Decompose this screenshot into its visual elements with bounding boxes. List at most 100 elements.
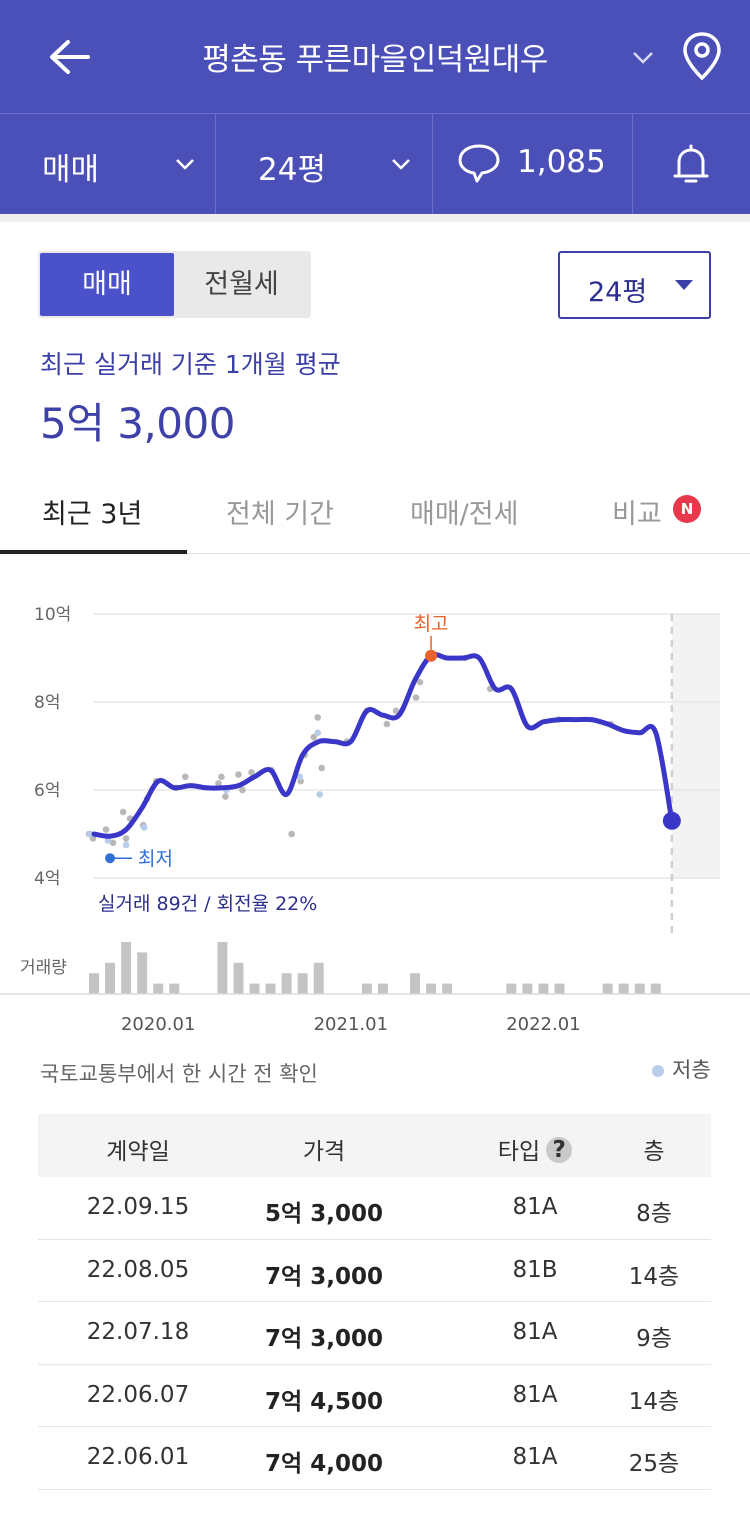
trade-toggle: 매매 전월세 [38,251,311,318]
volume-bar [265,983,276,994]
average-caption: 최근 실거래 기준 1개월 평균 [40,350,341,379]
volume-bar [377,983,388,994]
size-dropdown[interactable]: 24평 [558,251,711,319]
latest-price-marker[interactable] [662,811,681,830]
y-tick-label: 4억 [34,869,60,889]
volume-bar [442,983,453,994]
low-floor-point [140,824,148,831]
volume-label: 거래량 [20,958,67,978]
transaction-point [109,839,117,847]
location-pin-icon[interactable] [680,30,724,82]
row-floor: 9층 [636,1326,672,1353]
source-note: 국토교통부에서 한 시간 전 확인 [40,1062,318,1086]
row-price: 7억 4,500 [265,1388,383,1415]
comment-count: 1,085 [517,144,606,180]
row-price: 7억 4,000 [265,1451,383,1478]
row-type: 81A [512,1444,558,1471]
tab-recent-3-years[interactable]: 최근 3년 [42,499,143,530]
header-type-label: 타입 [497,1139,541,1165]
caret-down-icon [675,280,693,290]
area-select[interactable]: 24평 [216,114,433,214]
y-tick-label: 8억 [34,693,60,713]
comments-button[interactable]: 1,085 [433,114,633,214]
table-row[interactable]: 22.06.07 7억 4,500 81A 14층 [38,1365,711,1428]
row-type: 81A [512,1319,558,1346]
volume-bar [522,983,533,994]
chevron-down-icon [176,159,194,170]
low-floor-point [314,729,322,737]
page-title: 평촌동 푸른마을인덕원대우 [202,42,548,78]
row-floor: 8층 [636,1201,672,1227]
header-floor: 층 [643,1139,665,1165]
transaction-point [119,808,127,816]
back-arrow-icon[interactable] [46,34,94,80]
low-floor-dot [652,1065,664,1077]
y-tick-label: 6억 [34,781,60,801]
toggle-sale[interactable]: 매매 [40,253,174,316]
help-icon[interactable]: ? [546,1137,573,1163]
table-header: 계약일 가격 타입? 층 [38,1114,711,1177]
x-tick-label: 2020.01 [121,1014,195,1035]
lowest-label: 최저 [138,848,173,870]
transaction-point [416,678,424,686]
volume-bar [554,983,565,994]
filter-bar: 매매 24평 1,085 [0,113,750,214]
table-row[interactable]: 22.09.15 5억 3,000 81A 8층 [38,1177,711,1240]
row-type: 81A [512,1381,558,1408]
alarm-button[interactable] [633,114,750,214]
volume-bar [313,962,324,994]
future-area-shade [671,614,720,878]
row-floor: 14층 [628,1263,680,1290]
volume-bar [506,983,517,994]
row-floor: 25층 [628,1451,680,1478]
table-row[interactable]: 22.06.01 7억 4,000 81A 25층 [38,1427,711,1490]
row-date: 22.07.18 [86,1319,190,1346]
row-type: 81A [512,1194,558,1220]
table-row[interactable]: 22.08.05 7억 3,000 81B 14층 [38,1240,711,1303]
tab-all-period[interactable]: 전체 기간 [226,499,334,530]
volume-bar [410,973,421,994]
volume-bar [217,942,228,994]
volume-bar [281,973,292,994]
volume-bar [361,983,372,994]
highest-marker [425,649,438,662]
transaction-point [412,694,420,701]
row-type: 81B [512,1256,558,1283]
transaction-point [222,793,229,800]
comment-bubble-icon [458,144,500,183]
table-row[interactable]: 22.07.18 7억 3,000 81A 9층 [38,1302,711,1365]
row-date: 22.06.01 [86,1444,190,1471]
tab-sale-vs-lease[interactable]: 매매/전세 [410,499,519,530]
chevron-down-icon [392,159,410,170]
trade-stats: 실거래 89건 / 회전율 22% [98,893,317,915]
y-tick-label: 10억 [34,605,71,625]
volume-bar [426,983,437,994]
tab-compare[interactable]: 비교 [612,499,662,530]
transaction-point [288,830,295,838]
app-header: 평촌동 푸른마을인덕원대우 [0,0,750,113]
trade-type-select[interactable]: 매매 [0,114,216,214]
chevron-down-icon[interactable] [628,42,658,72]
transaction-point [239,786,246,794]
header-price: 가격 [302,1139,346,1165]
volume-bar [602,983,613,994]
row-price: 7억 3,000 [265,1263,383,1290]
transaction-point [182,773,189,781]
x-tick-label: 2022.01 [506,1014,580,1035]
toggle-rent[interactable]: 전월세 [204,269,279,300]
row-floor: 14층 [628,1388,680,1415]
transaction-point [102,826,110,833]
trade-type-label: 매매 [42,152,100,188]
low-floor-point [104,837,112,844]
low-floor-point [86,830,94,838]
transaction-point [235,771,242,778]
volume-bar [634,983,645,994]
volume-bar [89,973,99,994]
transaction-point [314,714,322,721]
area-label: 24평 [258,152,326,188]
row-price: 5억 3,000 [265,1201,383,1227]
volume-bar [249,983,260,994]
x-tick-label: 2021.01 [314,1014,388,1035]
price-trend-line [91,652,675,839]
